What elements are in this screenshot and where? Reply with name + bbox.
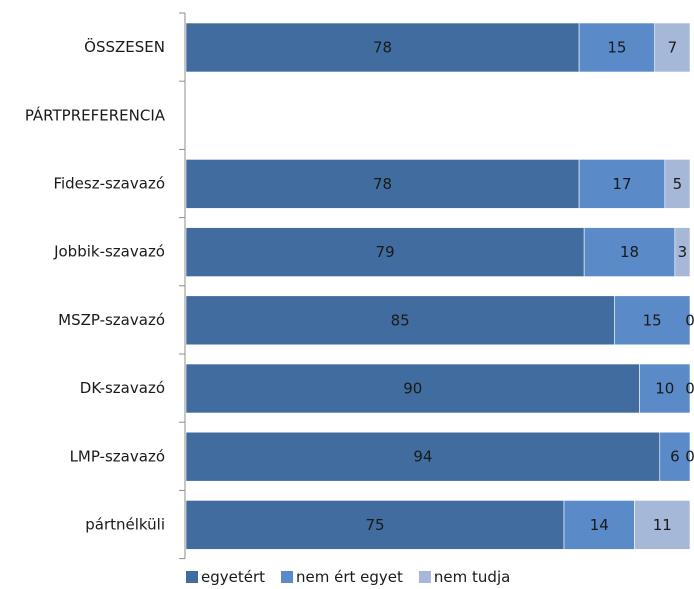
data-label: 94 <box>413 448 432 466</box>
data-label: 90 <box>403 380 422 398</box>
data-label: 6 <box>670 448 680 466</box>
bar-segment <box>578 22 656 73</box>
y-tick-label: pártnélküli <box>85 516 165 534</box>
bar-segment <box>563 500 635 550</box>
data-label: 17 <box>612 175 631 193</box>
data-label: 75 <box>365 516 384 534</box>
data-label: 10 <box>655 380 674 398</box>
data-label: 3 <box>678 243 688 261</box>
bar-segment <box>659 431 691 482</box>
bar-segment <box>654 22 691 73</box>
bar-segment <box>185 22 580 73</box>
y-tick-label: MSZP-szavazó <box>58 311 165 329</box>
data-label: 15 <box>607 39 626 57</box>
data-label: 0 <box>685 448 694 466</box>
data-label: 79 <box>376 243 395 261</box>
bar-segment <box>583 227 676 277</box>
data-label: 78 <box>373 39 392 57</box>
legend-label: nem tudja <box>434 568 510 586</box>
data-label: 5 <box>673 175 683 193</box>
bar-segment <box>185 363 640 414</box>
legend-label: nem ért egyet <box>296 568 403 586</box>
y-tick-label: DK-szavazó <box>80 379 165 397</box>
data-label: 7 <box>668 39 678 57</box>
y-tick-label: Fidesz-szavazó <box>53 175 165 193</box>
data-label: 85 <box>391 311 410 329</box>
bar-segment <box>185 295 615 346</box>
legend-swatch <box>281 571 294 583</box>
bar-segment <box>185 227 585 277</box>
y-tick-label: PÁRTPREFERENCIA <box>25 105 166 124</box>
bar-segment <box>185 159 580 209</box>
bar-segment <box>185 431 661 482</box>
bar-segment <box>664 159 691 209</box>
legend-swatch <box>186 571 198 583</box>
bar-segment <box>185 500 565 550</box>
bar-segment <box>634 500 691 550</box>
y-tick-label: ÖSSZESEN <box>84 37 165 56</box>
data-label: 15 <box>643 311 662 329</box>
data-label: 14 <box>590 516 609 534</box>
legend-label: egyetért <box>201 568 265 586</box>
data-label: 0 <box>685 311 694 329</box>
data-label: 11 <box>653 516 672 534</box>
bar-segment <box>614 295 691 346</box>
bar-segment <box>674 227 691 277</box>
y-tick-label: Jobbik-szavazó <box>53 243 165 261</box>
data-label: 0 <box>685 380 694 398</box>
y-tick-label: LMP-szavazó <box>70 447 165 465</box>
bar-segment <box>578 159 666 209</box>
legend-swatch <box>418 571 431 583</box>
bar-segment <box>639 363 691 414</box>
data-label: 18 <box>620 243 639 261</box>
data-label: 78 <box>373 175 392 193</box>
